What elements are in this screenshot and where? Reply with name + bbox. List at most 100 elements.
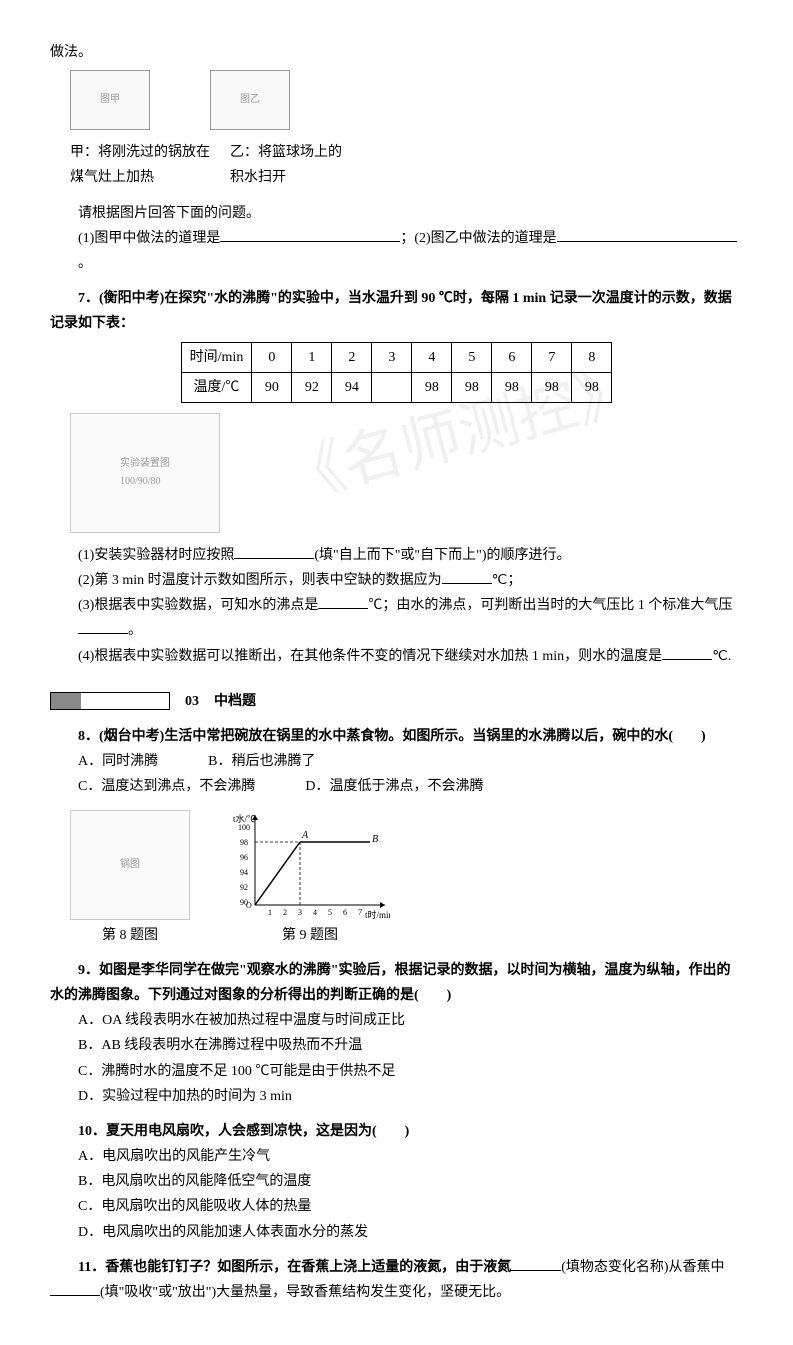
q-sub1: (1)图甲中做法的道理是 ；(2)图乙中做法的道理是。 [78, 226, 743, 276]
q8: 8．(烟台中考)生活中常把碗放在锅里的水中蒸食物。如图所示。当锅里的水沸腾以后，… [50, 724, 743, 749]
svg-text:7: 7 [358, 908, 362, 917]
blank-q7-2[interactable] [442, 570, 492, 584]
q9-opt-c[interactable]: C．沸腾时水的温度不足 100 ℃可能是由于供热不足 [78, 1059, 743, 1084]
q10-opt-b[interactable]: B．电风扇吹出的风能降低空气的温度 [78, 1169, 743, 1194]
chart-q9: t水/℃ t时/min O 90 92 94 96 98 100 1 2 3 4… [230, 810, 390, 920]
q9-opt-a[interactable]: A．OA 线段表明水在被加热过程中温度与时间成正比 [78, 1008, 743, 1033]
q7-1: (1)安装实验器材时应按照 (填"自上而下"或"自下而上")的顺序进行。 [78, 543, 743, 568]
blank-q11b[interactable] [50, 1282, 100, 1296]
blank-q7-3b[interactable] [78, 620, 128, 634]
svg-text:94: 94 [240, 868, 248, 877]
q7-2-end: ℃； [492, 573, 522, 588]
q-sub1-mid: ；(2)图乙中做法的道理是 [400, 231, 556, 246]
q7-3-end: 。 [128, 623, 142, 638]
table-cell: 1 [292, 342, 332, 372]
q-sub1-text: (1)图甲中做法的道理是 [78, 231, 220, 246]
q8-opt-c[interactable]: C．温度达到沸点，不会沸腾 [78, 774, 255, 799]
blank-q11a[interactable] [511, 1257, 561, 1271]
table-cell: 0 [252, 342, 292, 372]
table-row-time: 时间/min 0 1 2 3 4 5 6 7 8 [181, 342, 612, 372]
q7-4-end: ℃. [712, 649, 731, 664]
figure-jia: 图甲 [70, 70, 150, 130]
q7-1-end: (填"自上而下"或"自下而上")的顺序进行。 [314, 548, 570, 563]
svg-text:A: A [301, 830, 309, 841]
q7-4-text: (4)根据表中实验数据可以推断出，在其他条件不变的情况下继续对水加热 1 min… [78, 649, 662, 664]
svg-text:B: B [372, 834, 378, 845]
q-intro: 请根据图片回答下面的问题。 [78, 201, 743, 226]
blank-q7-3a[interactable] [318, 595, 368, 609]
table-cell: 92 [292, 372, 332, 402]
q7-2: (2)第 3 min 时温度计示数如图所示，则表中空缺的数据应为 ℃； [78, 568, 743, 593]
caption-yi2: 积水扫开 [230, 165, 370, 190]
caption-yi: 乙：将篮球场上的 [230, 140, 370, 165]
svg-text:1: 1 [268, 908, 272, 917]
table-cell [372, 372, 412, 402]
table-cell: 3 [372, 342, 412, 372]
svg-text:96: 96 [240, 853, 248, 862]
caption-row: 甲：将刚洗过的锅放在 乙：将篮球场上的 [70, 140, 743, 165]
table-cell: 7 [532, 342, 572, 372]
q8-opt-d[interactable]: D．温度低于沸点，不会沸腾 [305, 774, 483, 799]
table-cell: 98 [412, 372, 452, 402]
q10: 10．夏天用电风扇吹，人会感到凉快，这是因为( ) [50, 1119, 743, 1144]
q8-options-row2: C．温度达到沸点，不会沸腾 D．温度低于沸点，不会沸腾 [78, 774, 743, 799]
q10-options: A．电风扇吹出的风能产生冷气 B．电风扇吹出的风能降低空气的温度 C．电风扇吹出… [78, 1144, 743, 1245]
q7-title: 7．(衡阳中考)在探究"水的沸腾"的实验中，当水温升到 90 ℃时，每隔 1 m… [50, 291, 732, 331]
q11-text: 11．香蕉也能钉钉子？如图所示，在香蕉上浇上适量的液氮，由于液氮 [78, 1260, 511, 1275]
q9-opt-b[interactable]: B．AB 线段表明水在沸腾过程中吸热而不升温 [78, 1033, 743, 1058]
q8-options-row1: A．同时沸腾 B．稍后也沸腾了 [78, 749, 743, 774]
q7-3: (3)根据表中实验数据，可知水的沸点是 ℃；由水的沸点，可判断出当时的大气压比 1… [78, 593, 743, 643]
blank-2[interactable] [557, 228, 737, 242]
table-cell: 98 [492, 372, 532, 402]
svg-text:98: 98 [240, 838, 248, 847]
table-cell: 98 [572, 372, 612, 402]
table-cell: 6 [492, 342, 532, 372]
experiment-figure: 实验装置图100/90/80 [70, 413, 220, 533]
q7-3-mid: ℃；由水的沸点，可判断出当时的大气压比 1 个标准大气压 [368, 598, 732, 613]
q8-opt-a[interactable]: A．同时沸腾 [78, 749, 158, 774]
svg-text:92: 92 [240, 883, 248, 892]
table-cell: 4 [412, 342, 452, 372]
table-cell: 2 [332, 342, 372, 372]
svg-text:100: 100 [238, 823, 250, 832]
fig-pair: 锅图 第 8 题图 t水/℃ t时/min O 90 92 94 96 98 1… [70, 810, 743, 948]
svg-text:6: 6 [343, 908, 347, 917]
q10-opt-c[interactable]: C．电风扇吹出的风能吸收人体的热量 [78, 1194, 743, 1219]
q7-1-text: (1)安装实验器材时应按照 [78, 548, 234, 563]
table-row-temp: 温度/℃ 90 92 94 98 98 98 98 98 [181, 372, 612, 402]
q11-mid: (填物态变化名称)从香蕉中 [561, 1260, 724, 1275]
table-header-time: 时间/min [181, 342, 252, 372]
blank-q7-4[interactable] [662, 646, 712, 660]
fig9-label: 第 9 题图 [230, 923, 390, 948]
q10-text: 10．夏天用电风扇吹，人会感到凉快，这是因为( ) [78, 1124, 409, 1139]
q8-opt-b[interactable]: B．稍后也沸腾了 [208, 749, 315, 774]
svg-text:90: 90 [240, 898, 248, 907]
q7-4: (4)根据表中实验数据可以推断出，在其他条件不变的情况下继续对水加热 1 min… [78, 644, 743, 669]
table-cell: 8 [572, 342, 612, 372]
fig8-placeholder: 锅图 [70, 810, 190, 920]
q11-mid2: (填"吸收"或"放出")大量热量，导致香蕉结构发生变化，坚硬无比。 [100, 1285, 510, 1300]
q-sub1-end: 。 [78, 256, 92, 271]
svg-text:3: 3 [298, 908, 302, 917]
q10-opt-a[interactable]: A．电风扇吹出的风能产生冷气 [78, 1144, 743, 1169]
q9: 9．如图是李华同学在做完"观察水的沸腾"实验后，根据记录的数据，以时间为横轴，温… [50, 958, 743, 1008]
table-cell: 94 [332, 372, 372, 402]
section-num: 03 [185, 689, 199, 714]
caption-jia: 甲：将刚洗过的锅放在 [70, 140, 210, 165]
blank-1[interactable] [220, 228, 400, 242]
q10-opt-d[interactable]: D．电风扇吹出的风能加速人体表面水分的蒸发 [78, 1220, 743, 1245]
data-table: 时间/min 0 1 2 3 4 5 6 7 8 温度/℃ 90 92 94 9… [181, 342, 613, 403]
q7-3-text: (3)根据表中实验数据，可知水的沸点是 [78, 598, 318, 613]
q9-opt-d[interactable]: D．实验过程中加热的时间为 3 min [78, 1084, 743, 1109]
caption-jia2: 煤气灶上加热 [70, 165, 210, 190]
section-bar [50, 692, 170, 710]
svg-text:2: 2 [283, 908, 287, 917]
q11: 11．香蕉也能钉钉子？如图所示，在香蕉上浇上适量的液氮，由于液氮 (填物态变化名称… [50, 1255, 743, 1305]
q9-text: 9．如图是李华同学在做完"观察水的沸腾"实验后，根据记录的数据，以时间为横轴，温… [50, 963, 731, 1003]
table-cell: 98 [452, 372, 492, 402]
table-cell: 98 [532, 372, 572, 402]
q7-2-text: (2)第 3 min 时温度计示数如图所示，则表中空缺的数据应为 [78, 573, 442, 588]
blank-q7-1[interactable] [234, 545, 314, 559]
svg-text:t时/min: t时/min [365, 909, 390, 920]
table-cell: 5 [452, 342, 492, 372]
